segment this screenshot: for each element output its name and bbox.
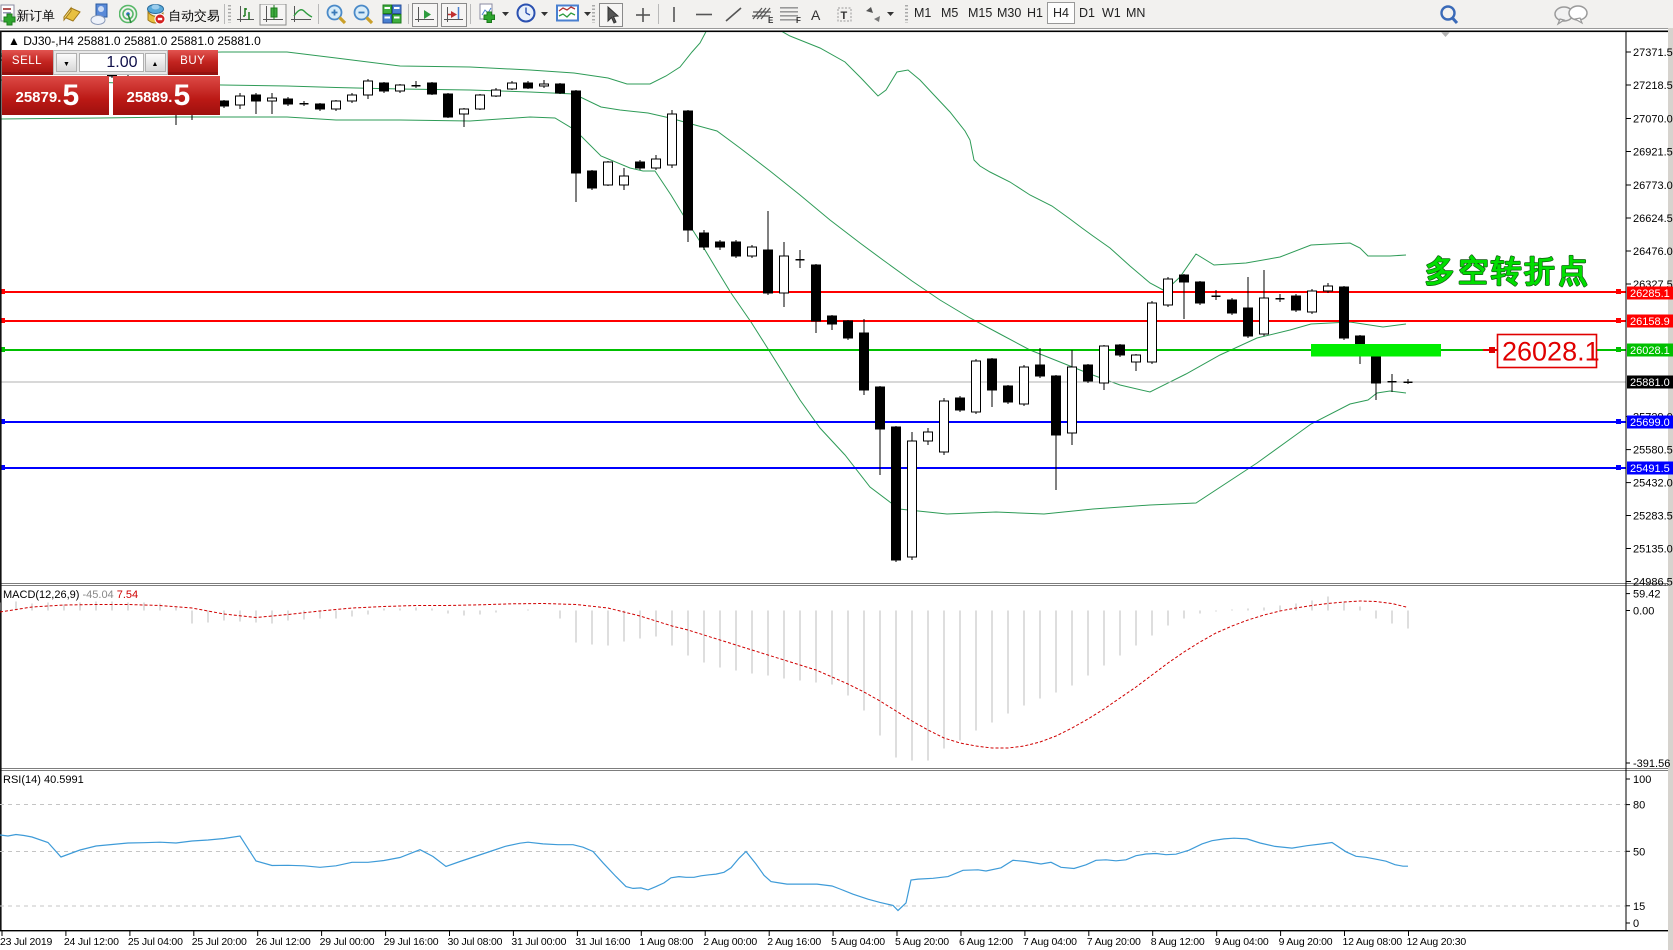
svg-text:31 Jul 16:00: 31 Jul 16:00 bbox=[575, 936, 630, 948]
svg-text:25432.0: 25432.0 bbox=[1633, 478, 1673, 490]
svg-text:0.00: 0.00 bbox=[1633, 606, 1654, 618]
svg-text:23 Jul 2019: 23 Jul 2019 bbox=[0, 936, 52, 948]
svg-text:9 Aug 20:00: 9 Aug 20:00 bbox=[1279, 936, 1333, 948]
svg-text:8 Aug 12:00: 8 Aug 12:00 bbox=[1151, 936, 1205, 948]
svg-text:26028.1: 26028.1 bbox=[1630, 345, 1670, 357]
svg-text:27218.5: 27218.5 bbox=[1633, 80, 1673, 92]
svg-text:12 Aug 20:30: 12 Aug 20:30 bbox=[1407, 936, 1467, 948]
svg-text:26285.1: 26285.1 bbox=[1630, 288, 1670, 300]
svg-text:26 Jul 12:00: 26 Jul 12:00 bbox=[256, 936, 311, 948]
svg-text:26158.9: 26158.9 bbox=[1630, 316, 1670, 328]
svg-text:26028.1: 26028.1 bbox=[1502, 337, 1600, 367]
svg-text:7 Aug 04:00: 7 Aug 04:00 bbox=[1023, 936, 1077, 948]
svg-text:25 Jul 04:00: 25 Jul 04:00 bbox=[128, 936, 183, 948]
svg-text:7 Aug 20:00: 7 Aug 20:00 bbox=[1087, 936, 1141, 948]
svg-text:24986.5: 24986.5 bbox=[1633, 577, 1673, 589]
svg-text:RSI(14) 40.5991: RSI(14) 40.5991 bbox=[3, 774, 84, 786]
svg-text:100: 100 bbox=[1633, 774, 1651, 786]
svg-text:MACD(12,26,9) -45.04 7.54: MACD(12,26,9) -45.04 7.54 bbox=[3, 589, 138, 601]
svg-text:F: F bbox=[796, 16, 801, 25]
svg-text:50: 50 bbox=[1633, 846, 1645, 858]
svg-text:26624.5: 26624.5 bbox=[1633, 213, 1673, 225]
svg-text:27070.0: 27070.0 bbox=[1633, 114, 1673, 126]
svg-text:5 Aug 04:00: 5 Aug 04:00 bbox=[831, 936, 885, 948]
svg-text:25580.5: 25580.5 bbox=[1633, 445, 1673, 457]
svg-text:29 Jul 16:00: 29 Jul 16:00 bbox=[384, 936, 439, 948]
svg-text:80: 80 bbox=[1633, 800, 1645, 812]
svg-text:6 Aug 12:00: 6 Aug 12:00 bbox=[959, 936, 1013, 948]
svg-text:26773.0: 26773.0 bbox=[1633, 180, 1673, 192]
svg-text:26921.5: 26921.5 bbox=[1633, 147, 1673, 159]
svg-text:1 Aug 08:00: 1 Aug 08:00 bbox=[639, 936, 693, 948]
svg-text:9 Aug 04:00: 9 Aug 04:00 bbox=[1215, 936, 1269, 948]
svg-text:24 Jul 12:00: 24 Jul 12:00 bbox=[64, 936, 119, 948]
svg-text:E: E bbox=[768, 16, 774, 25]
svg-text:29 Jul 00:00: 29 Jul 00:00 bbox=[320, 936, 375, 948]
svg-text:12 Aug 08:00: 12 Aug 08:00 bbox=[1343, 936, 1403, 948]
svg-text:31 Jul 00:00: 31 Jul 00:00 bbox=[511, 936, 566, 948]
svg-text:25283.5: 25283.5 bbox=[1633, 511, 1673, 523]
svg-text:2 Aug 16:00: 2 Aug 16:00 bbox=[767, 936, 821, 948]
svg-text:26476.0: 26476.0 bbox=[1633, 246, 1673, 258]
svg-text:25491.5: 25491.5 bbox=[1630, 463, 1670, 475]
svg-text:25881.0: 25881.0 bbox=[1630, 377, 1670, 389]
svg-text:0: 0 bbox=[1633, 918, 1639, 930]
svg-text:27371.5: 27371.5 bbox=[1633, 47, 1673, 59]
svg-text:T: T bbox=[841, 10, 848, 22]
svg-text:30 Jul 08:00: 30 Jul 08:00 bbox=[448, 936, 503, 948]
svg-text:25135.0: 25135.0 bbox=[1633, 544, 1673, 556]
svg-text:-391.56: -391.56 bbox=[1633, 758, 1670, 770]
svg-text:59.42: 59.42 bbox=[1633, 589, 1661, 601]
svg-text:25699.0: 25699.0 bbox=[1630, 417, 1670, 429]
svg-text:▲ DJ30-,H4 25881.0 25881.0 25: ▲ DJ30-,H4 25881.0 25881.0 25881.0 25881… bbox=[8, 34, 261, 48]
svg-text:5 Aug 20:00: 5 Aug 20:00 bbox=[895, 936, 949, 948]
svg-text:2 Aug 00:00: 2 Aug 00:00 bbox=[703, 936, 757, 948]
svg-text:15: 15 bbox=[1633, 901, 1645, 913]
svg-text:25 Jul 20:00: 25 Jul 20:00 bbox=[192, 936, 247, 948]
svg-text:A: A bbox=[811, 7, 821, 23]
